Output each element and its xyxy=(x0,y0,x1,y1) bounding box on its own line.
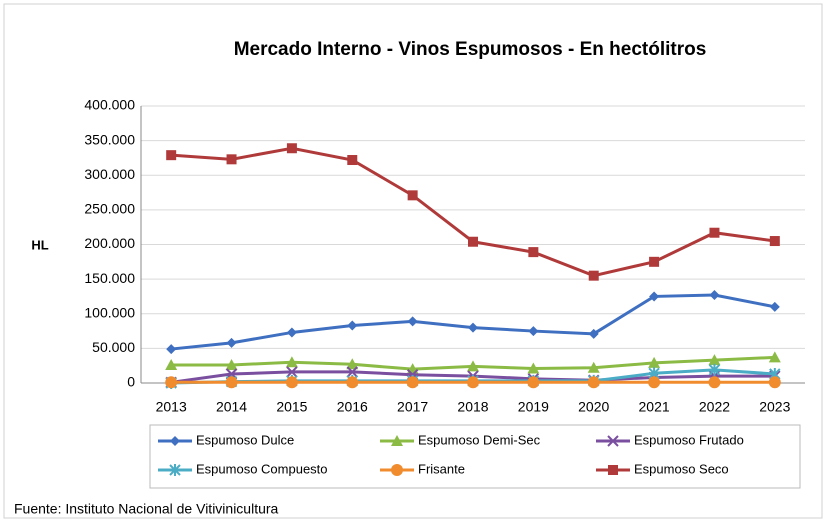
marker xyxy=(649,291,660,302)
marker xyxy=(769,236,780,247)
marker xyxy=(769,301,780,312)
marker xyxy=(226,337,237,348)
x-tick-label: 2016 xyxy=(337,399,368,415)
x-tick-label: 2013 xyxy=(156,399,187,415)
marker xyxy=(709,227,720,238)
y-tick-label: 100.000 xyxy=(84,304,135,320)
marker xyxy=(528,326,539,337)
marker xyxy=(468,322,478,333)
marker xyxy=(588,328,599,339)
x-tick-label: 2023 xyxy=(759,399,790,415)
marker xyxy=(708,363,721,376)
legend-marker xyxy=(170,436,180,446)
legend-label: Espumoso Dulce xyxy=(196,432,294,447)
marker xyxy=(225,358,238,370)
marker xyxy=(527,362,540,374)
marker xyxy=(285,356,298,368)
marker xyxy=(649,256,660,267)
marker xyxy=(225,376,238,389)
legend-marker xyxy=(391,464,403,476)
legend-marker xyxy=(608,465,618,475)
marker xyxy=(286,327,297,338)
marker xyxy=(165,358,178,370)
x-tick-label: 2021 xyxy=(639,399,670,415)
chart-frame xyxy=(3,3,823,519)
y-tick-label: 150.000 xyxy=(84,270,135,286)
y-tick-label: 300.000 xyxy=(84,166,135,182)
marker xyxy=(406,376,419,389)
chart-title: Mercado Interno - Vinos Espumosos - En h… xyxy=(234,39,707,60)
legend-box xyxy=(149,424,801,489)
x-tick-label: 2019 xyxy=(518,399,549,415)
marker xyxy=(648,356,661,368)
legend-label: Espumoso Demi-Sec xyxy=(418,432,541,447)
marker xyxy=(708,354,721,366)
marker xyxy=(346,366,358,378)
marker xyxy=(709,290,720,301)
marker xyxy=(226,154,237,165)
y-tick-label: 250.000 xyxy=(84,201,135,217)
legend-marker xyxy=(607,435,619,447)
y-axis-label: HL xyxy=(31,237,48,252)
marker xyxy=(166,150,177,161)
marker xyxy=(347,155,358,166)
marker xyxy=(527,376,540,389)
y-tick-label: 200.000 xyxy=(84,235,135,251)
marker xyxy=(768,351,781,363)
x-tick-label: 2022 xyxy=(699,399,730,415)
source: Fuente: Instituto Nacional de Vitivinicu… xyxy=(14,501,279,517)
marker xyxy=(286,366,298,378)
marker xyxy=(407,316,418,327)
marker xyxy=(346,376,359,389)
legend-label: Frisante xyxy=(418,461,465,476)
marker xyxy=(347,320,358,331)
x-tick-label: 2020 xyxy=(578,399,609,415)
marker xyxy=(467,360,479,372)
marker xyxy=(528,247,539,258)
x-tick-label: 2014 xyxy=(216,399,247,415)
legend-label: Espumoso Seco xyxy=(634,461,729,476)
x-tick-label: 2018 xyxy=(457,399,488,415)
marker xyxy=(166,344,177,355)
marker xyxy=(708,376,721,389)
x-tick-label: 2017 xyxy=(397,399,428,415)
legend-marker xyxy=(169,464,181,476)
y-tick-label: 50.000 xyxy=(92,339,135,355)
marker xyxy=(165,376,178,389)
legend-marker xyxy=(391,435,403,446)
marker xyxy=(648,376,661,389)
marker xyxy=(587,376,600,389)
y-tick-label: 0 xyxy=(127,374,135,390)
marker xyxy=(346,358,359,370)
y-tick-label: 350.000 xyxy=(84,131,135,147)
legend-label: Espumoso Frutado xyxy=(634,432,744,447)
marker xyxy=(285,376,298,389)
marker xyxy=(468,236,478,247)
x-tick-label: 2015 xyxy=(276,399,307,415)
marker xyxy=(587,361,600,373)
y-tick-label: 400.000 xyxy=(84,97,135,113)
marker xyxy=(467,376,479,389)
marker xyxy=(286,143,297,154)
legend-label: Espumoso Compuesto xyxy=(196,461,328,476)
marker xyxy=(768,376,781,389)
marker xyxy=(407,190,418,201)
marker xyxy=(588,270,599,281)
